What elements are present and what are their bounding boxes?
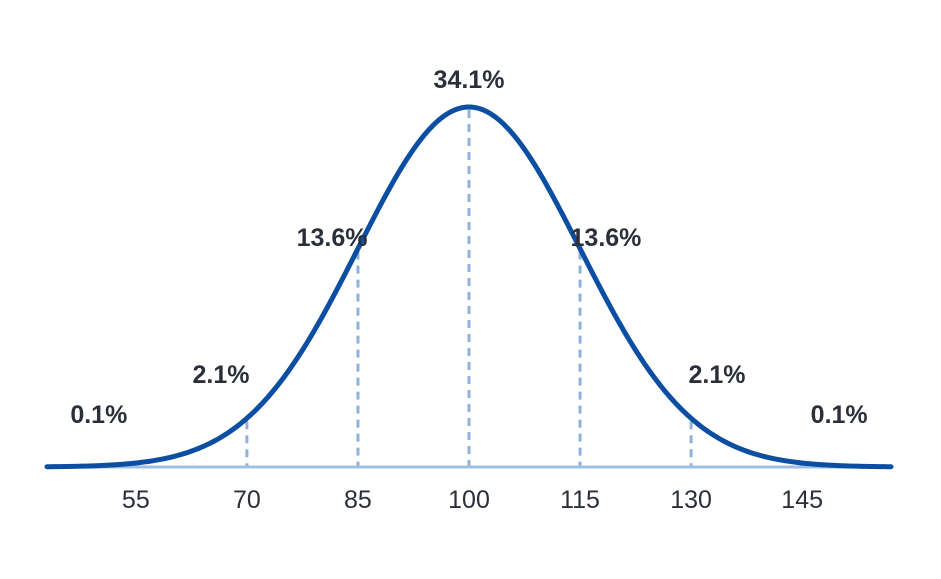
x-tick-label: 85 (344, 486, 372, 514)
percentage-label: 0.1% (70, 401, 127, 429)
x-tick-label: 70 (233, 486, 261, 514)
x-tick-label: 145 (781, 486, 823, 514)
x-tick-label: 115 (560, 486, 600, 514)
percentage-label: 2.1% (689, 361, 746, 389)
x-tick-label: 100 (448, 486, 490, 514)
normal-curve (44, 104, 894, 470)
percentage-label: 13.6% (571, 224, 642, 252)
boundary-lines (245, 110, 693, 467)
percentage-label: 0.1% (811, 401, 868, 429)
x-tick-labels: 55 70 85 100 115 130 145 (122, 486, 823, 514)
x-tick-label: 130 (670, 486, 712, 514)
percentage-labels: 0.1% 2.1% 13.6% 34.1% 13.6% 2.1% 0.1% (70, 66, 867, 429)
percentage-label: 2.1% (192, 361, 249, 389)
x-tick-label: 55 (122, 486, 150, 514)
percentage-label: 13.6% (297, 224, 368, 252)
percentage-label: 34.1% (434, 66, 505, 94)
curve-group (44, 104, 894, 470)
